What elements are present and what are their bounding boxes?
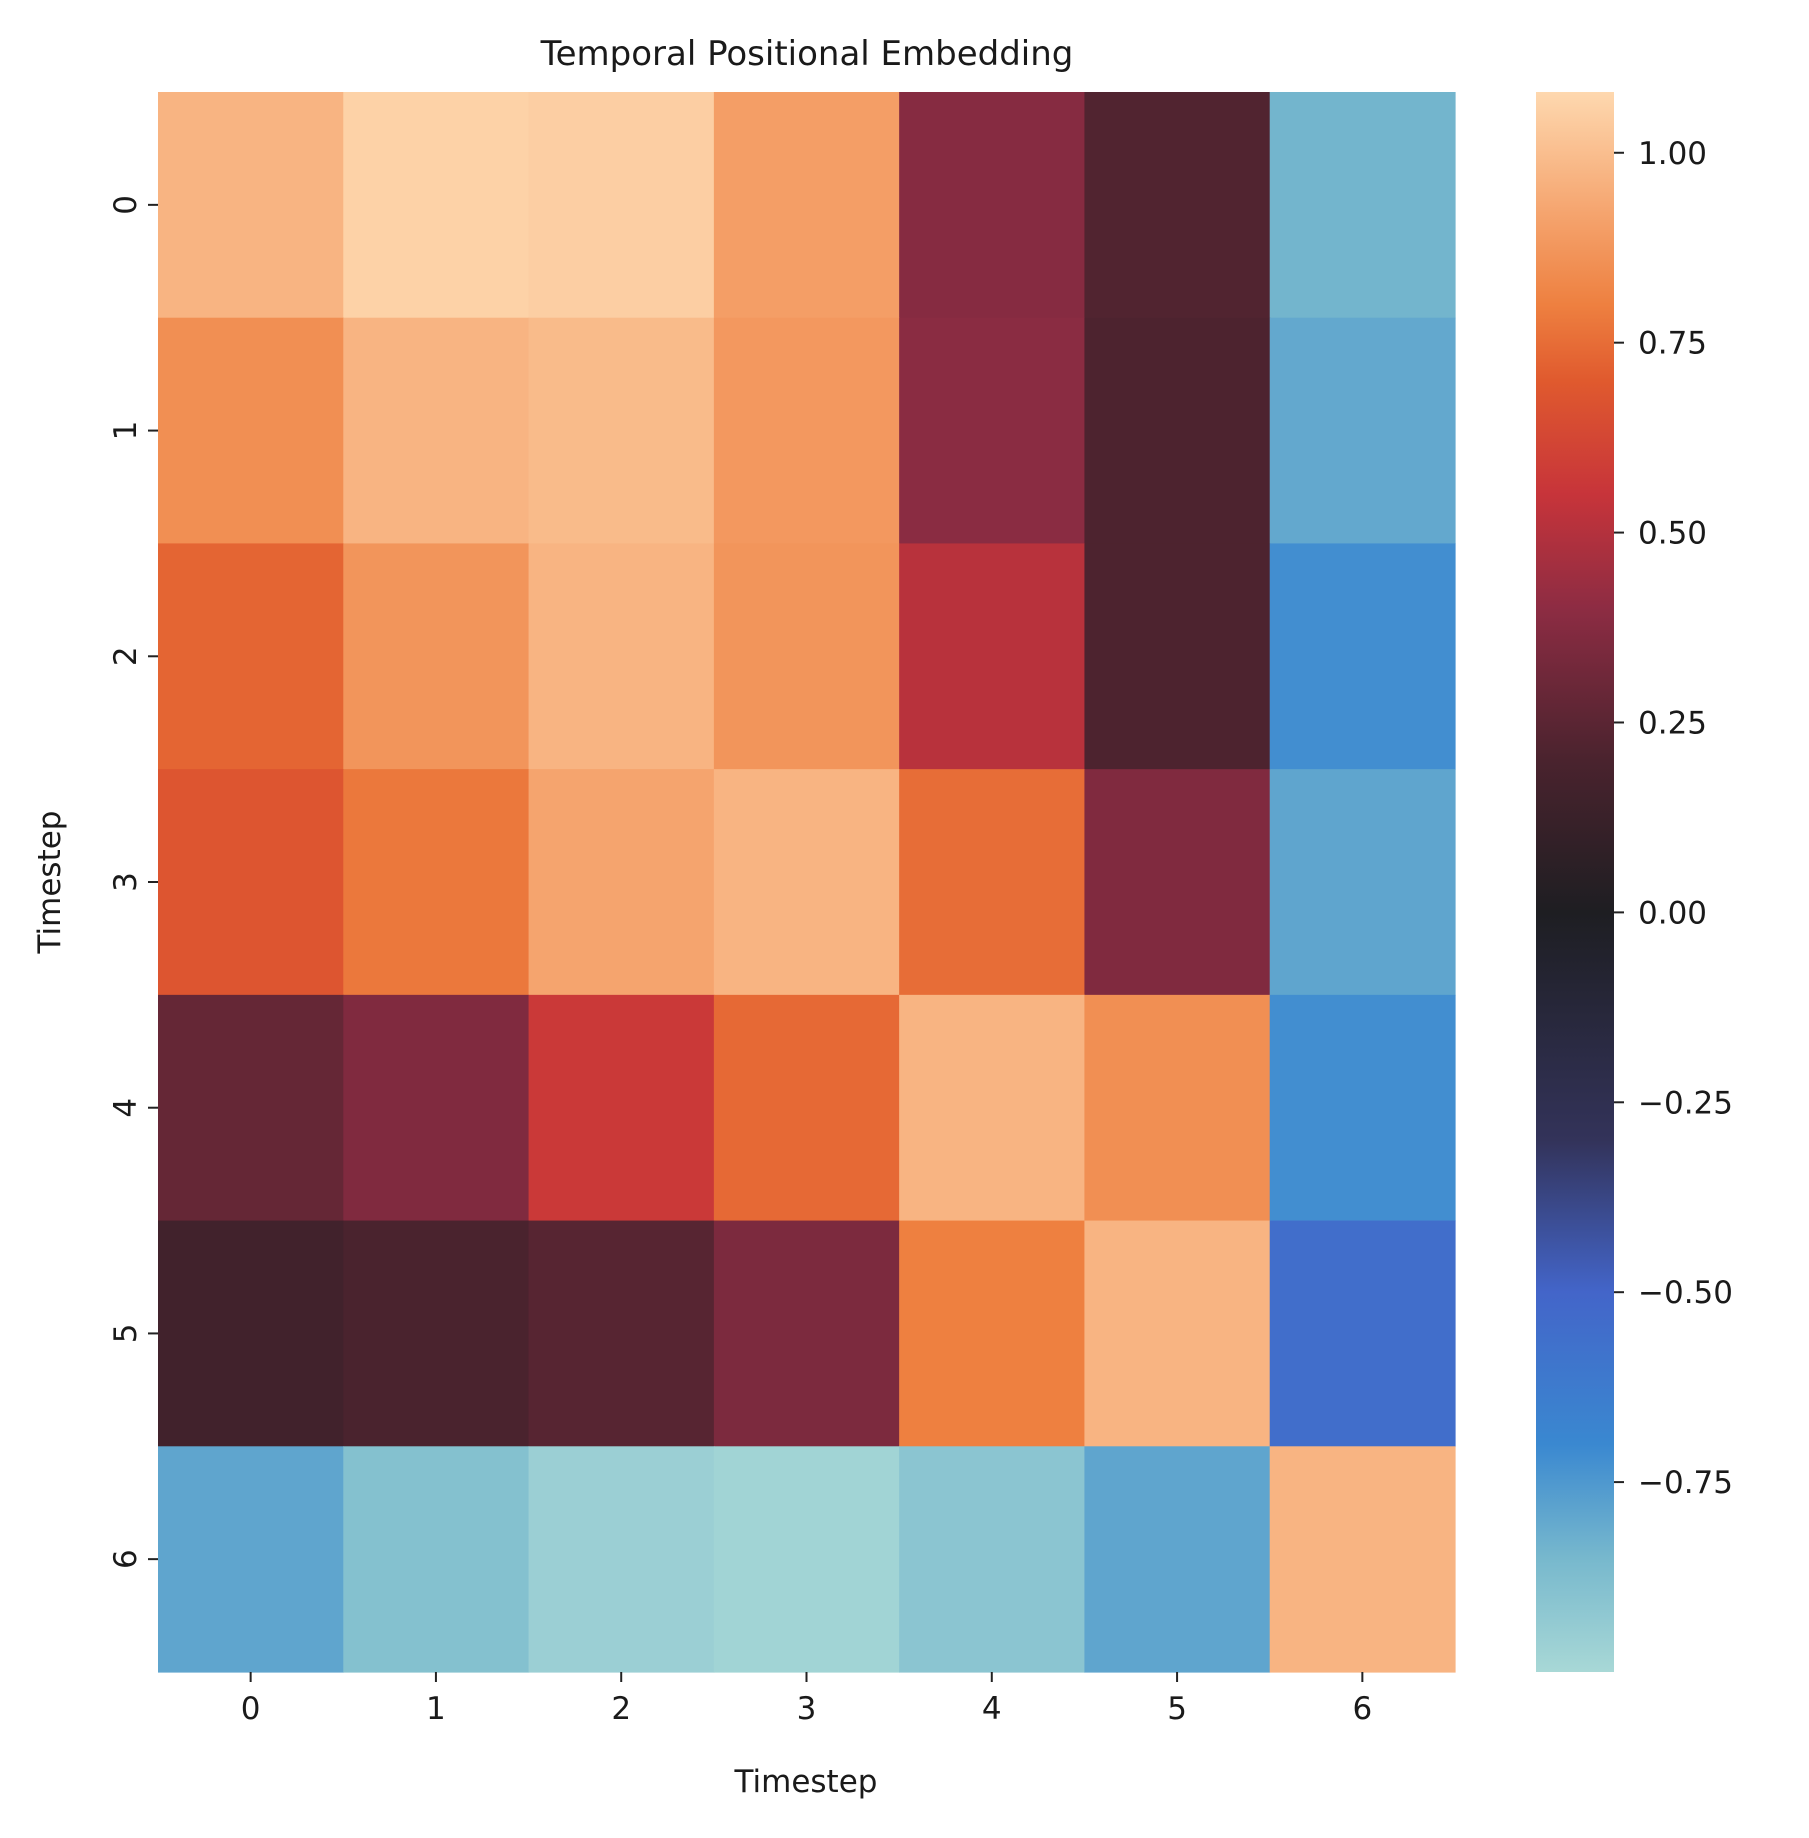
heatmap-cell-r3-c4 bbox=[899, 769, 1086, 996]
heatmap-cell-r6-c5 bbox=[1084, 1446, 1271, 1673]
heatmap-cell-r2-c5 bbox=[1084, 543, 1271, 770]
heatmap-cell-r5-c1 bbox=[343, 1220, 530, 1447]
colorbar-tick-label: 0.25 bbox=[1638, 705, 1707, 741]
heatmap-cell-r1-c0 bbox=[158, 317, 344, 545]
y-tick-label: 6 bbox=[108, 1549, 144, 1569]
heatmap-cell-r3-c2 bbox=[528, 769, 715, 996]
heatmap-cell-r5-c2 bbox=[528, 1220, 715, 1447]
heatmap-cell-r4-c3 bbox=[713, 994, 900, 1222]
heatmap-cell-r6-c0 bbox=[158, 1446, 344, 1673]
heatmap-cell-r1-c3 bbox=[713, 317, 900, 545]
x-axis-label: Timestep bbox=[734, 1764, 878, 1800]
heatmap-cell-r3-c6 bbox=[1269, 769, 1456, 996]
heatmap-cell-r1-c1 bbox=[343, 317, 530, 545]
heatmap-cell-r6-c1 bbox=[343, 1446, 530, 1673]
heatmap-cell-r2-c1 bbox=[343, 543, 530, 770]
heatmap-cell-r3-c0 bbox=[158, 769, 344, 996]
heatmap-cell-r5-c6 bbox=[1269, 1220, 1456, 1447]
colorbar-tick-label: 0.75 bbox=[1638, 326, 1707, 362]
heatmap-cell-r5-c4 bbox=[899, 1220, 1086, 1447]
heatmap-cell-r3-c1 bbox=[343, 769, 530, 996]
heatmap-cell-r6-c2 bbox=[528, 1446, 715, 1673]
heatmap-cell-r0-c6 bbox=[1269, 92, 1456, 319]
colorbar-tick-label: 0.50 bbox=[1638, 516, 1707, 552]
heatmap-cell-r6-c3 bbox=[713, 1446, 900, 1673]
x-tick-label: 0 bbox=[241, 1691, 261, 1727]
y-tick-label: 5 bbox=[108, 1324, 144, 1344]
heatmap-cell-r6-c4 bbox=[899, 1446, 1086, 1673]
heatmap-cell-r2-c2 bbox=[528, 543, 715, 770]
heatmap-cell-r2-c6 bbox=[1269, 543, 1456, 770]
heatmap-cell-r4-c4 bbox=[899, 994, 1086, 1222]
y-tick-label: 3 bbox=[108, 872, 144, 892]
x-axis: 0 1 2 3 4 5 6 bbox=[241, 1672, 1372, 1727]
x-tick-label: 1 bbox=[426, 1691, 446, 1727]
x-tick-label: 4 bbox=[982, 1691, 1002, 1727]
heatmap-cell-r1-c6 bbox=[1269, 317, 1456, 545]
y-tick-label: 4 bbox=[108, 1098, 144, 1118]
heatmap-cell-r4-c0 bbox=[158, 994, 344, 1222]
heatmap-cell-r1-c2 bbox=[528, 317, 715, 545]
x-tick-label: 6 bbox=[1352, 1691, 1372, 1727]
heatmap-cell-r5-c3 bbox=[713, 1220, 900, 1447]
chart-title: Temporal Positional Embedding bbox=[540, 34, 1074, 74]
heatmap-cell-r0-c4 bbox=[899, 92, 1086, 319]
colorbar-tick-label: −0.75 bbox=[1638, 1465, 1733, 1501]
heatmap-cell-r3-c5 bbox=[1084, 769, 1271, 996]
y-tick-label: 0 bbox=[108, 195, 144, 215]
x-tick-label: 2 bbox=[611, 1691, 631, 1727]
heatmap-cell-r0-c1 bbox=[343, 92, 530, 319]
colorbar bbox=[1536, 92, 1614, 1672]
heatmap-cell-r0-c2 bbox=[528, 92, 715, 319]
heatmap-cell-r5-c0 bbox=[158, 1220, 344, 1447]
heatmap-cell-r2-c4 bbox=[899, 543, 1086, 770]
heatmap-cell-r2-c3 bbox=[713, 543, 900, 770]
x-tick-label: 3 bbox=[797, 1691, 817, 1727]
heatmap-cell-r4-c5 bbox=[1084, 994, 1271, 1222]
heatmap-cell-r3-c3 bbox=[713, 769, 900, 996]
heatmap-cell-r0-c5 bbox=[1084, 92, 1271, 319]
y-tick-label: 2 bbox=[108, 646, 144, 666]
colorbar-axis: 1.00 0.75 0.50 0.25 0.00 −0.25 −0.50 −0.75 bbox=[1614, 136, 1733, 1501]
heatmap-cell-r1-c4 bbox=[899, 317, 1086, 545]
colorbar-tick-label: 0.00 bbox=[1638, 895, 1707, 931]
y-axis: 0 1 2 3 4 5 6 bbox=[108, 195, 158, 1569]
heatmap-cell-r4-c2 bbox=[528, 994, 715, 1222]
heatmap-cell-r2-c0 bbox=[158, 543, 344, 770]
heatmap-cell-r0-c3 bbox=[713, 92, 900, 319]
x-tick-label: 5 bbox=[1167, 1691, 1187, 1727]
heatmap-cell-r4-c1 bbox=[343, 994, 530, 1222]
colorbar-tick-label: 1.00 bbox=[1638, 136, 1707, 172]
heatmap-cells bbox=[158, 92, 1456, 1673]
colorbar-tick-label: −0.25 bbox=[1638, 1085, 1733, 1121]
heatmap-cell-r0-c0 bbox=[158, 92, 344, 319]
y-axis-label: Timestep bbox=[32, 811, 68, 955]
heatmap-cell-r6-c6 bbox=[1269, 1446, 1456, 1673]
heatmap-cell-r5-c5 bbox=[1084, 1220, 1271, 1447]
heatmap-cell-r1-c5 bbox=[1084, 317, 1271, 545]
y-tick-label: 1 bbox=[108, 421, 144, 441]
heatmap-cell-r4-c6 bbox=[1269, 994, 1456, 1222]
colorbar-tick-label: −0.50 bbox=[1638, 1275, 1733, 1311]
